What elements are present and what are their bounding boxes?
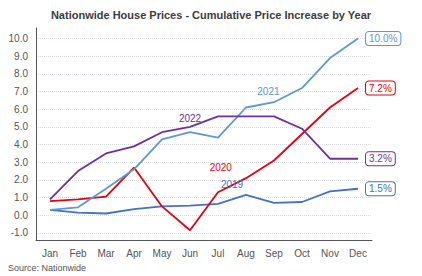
svg-text:0.0: 0.0 (14, 210, 28, 221)
svg-text:Nov: Nov (321, 248, 339, 259)
svg-text:Apr: Apr (126, 248, 142, 259)
svg-text:Jul: Jul (212, 248, 225, 259)
svg-text:Jun: Jun (182, 248, 198, 259)
svg-text:Nationwide House Prices - Cumu: Nationwide House Prices - Cumulative Pri… (51, 9, 372, 21)
svg-text:9.0: 9.0 (14, 51, 28, 62)
svg-text:2.0: 2.0 (14, 174, 28, 185)
svg-text:7.2%: 7.2% (369, 83, 392, 94)
svg-text:Feb: Feb (69, 248, 87, 259)
svg-text:3.0: 3.0 (14, 157, 28, 168)
svg-text:Sep: Sep (265, 248, 283, 259)
svg-text:6.0: 6.0 (14, 104, 28, 115)
svg-text:Dec: Dec (349, 248, 367, 259)
svg-text:2020: 2020 (210, 162, 233, 173)
svg-text:7.0: 7.0 (14, 86, 28, 97)
svg-text:-1.0: -1.0 (11, 227, 29, 238)
svg-text:Oct: Oct (294, 248, 310, 259)
svg-text:5.0: 5.0 (14, 121, 28, 132)
svg-text:4.0: 4.0 (14, 139, 28, 150)
svg-text:1.5%: 1.5% (369, 183, 392, 194)
svg-text:Mar: Mar (97, 248, 115, 259)
svg-text:3.2%: 3.2% (369, 153, 392, 164)
svg-text:May: May (153, 248, 172, 259)
svg-text:10.0%: 10.0% (369, 33, 397, 44)
svg-text:Jan: Jan (42, 248, 58, 259)
svg-text:Aug: Aug (237, 248, 255, 259)
svg-text:2021: 2021 (257, 86, 280, 97)
svg-text:1.0: 1.0 (14, 192, 28, 203)
svg-text:8.0: 8.0 (14, 68, 28, 79)
svg-text:10.0: 10.0 (9, 33, 29, 44)
svg-text:2022: 2022 (179, 113, 202, 124)
svg-text:2019: 2019 (221, 179, 244, 190)
svg-text:Source: Nationwide: Source: Nationwide (8, 263, 86, 273)
